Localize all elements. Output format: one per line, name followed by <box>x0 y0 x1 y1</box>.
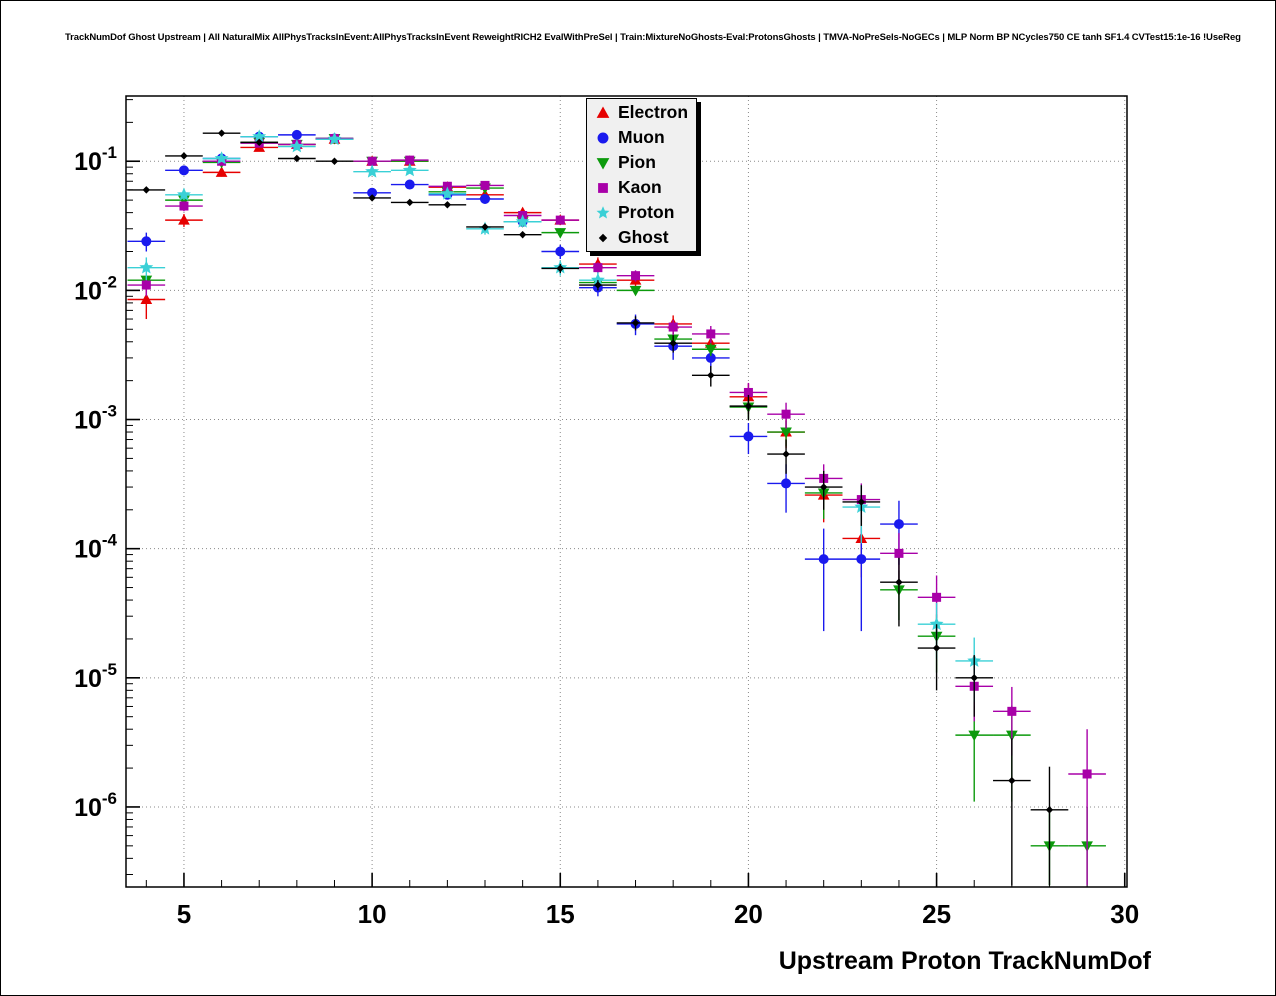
y-tick-label: 10-4 <box>74 531 117 564</box>
axis-labels: 5 10 15 20 25 30 10-1 10-2 10-3 10-4 10-5 10-6 <box>74 143 1139 929</box>
y-tick-label: 10-5 <box>74 660 117 693</box>
x-tick-label: 25 <box>922 899 951 929</box>
legend-label: Pion <box>618 152 656 172</box>
x-tick-label: 5 <box>177 899 191 929</box>
legend-label: Kaon <box>618 177 662 197</box>
kaon-marker-icon <box>598 182 608 193</box>
muon-marker-icon <box>597 132 609 143</box>
plot-frame <box>125 95 1128 888</box>
legend-item-electron: Electron <box>591 100 688 125</box>
ghost-marker-icon <box>598 233 608 242</box>
legend-label: Muon <box>618 127 665 147</box>
proton-marker-icon <box>596 205 610 219</box>
pion-marker-icon <box>596 157 610 170</box>
x-axis-title: Upstream Proton TrackNumDof <box>778 947 1151 975</box>
legend-label: Electron <box>618 102 689 122</box>
legend-label: Proton <box>618 202 675 222</box>
axis-ticks <box>126 99 1126 887</box>
series-ghost <box>127 129 1069 886</box>
y-tick-label: 10-1 <box>74 143 117 176</box>
plot-title: TrackNumDof Ghost Upstream | All Natural… <box>65 32 1241 43</box>
y-tick-label: 10-6 <box>74 789 117 822</box>
legend: Electron Muon Pion Kaon Proton Ghost <box>586 98 698 252</box>
legend-item-proton: Proton <box>591 200 688 225</box>
electron-marker-icon <box>596 105 610 118</box>
legend-item-ghost: Ghost <box>591 225 688 250</box>
legend-item-pion: Pion <box>591 150 688 175</box>
y-tick-label: 10-3 <box>74 402 117 435</box>
legend-label: Ghost <box>618 227 669 247</box>
y-tick-label: 10-2 <box>74 272 117 305</box>
legend-item-muon: Muon <box>591 125 688 150</box>
series-muon <box>127 129 918 632</box>
series-electron <box>127 133 881 578</box>
x-tick-label: 20 <box>734 899 763 929</box>
x-tick-label: 15 <box>546 899 575 929</box>
legend-item-kaon: Kaon <box>591 175 688 200</box>
x-tick-label: 30 <box>1110 899 1139 929</box>
x-tick-label: 10 <box>358 899 387 929</box>
